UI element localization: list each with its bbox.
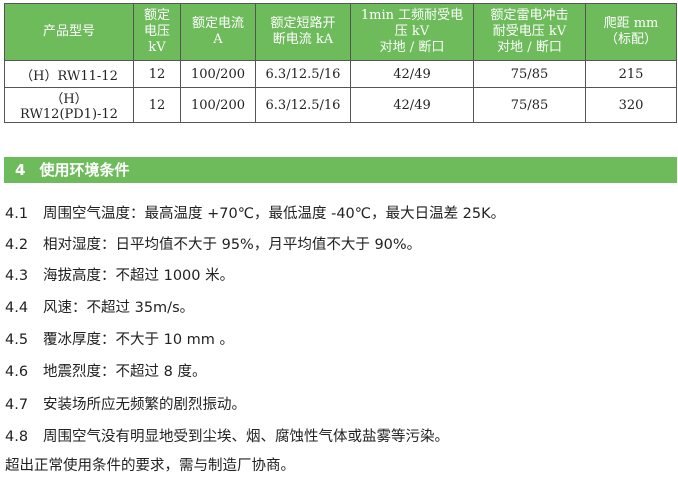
table-row: （H）RW12(PD1)-12 12 100/200 6.3/12.5/16 4… bbox=[4, 87, 677, 123]
list-item: 4.7 安装场所应无频繁的剧烈振动。 bbox=[5, 396, 246, 414]
col-header: 1min 工频耐受电 压 kV 对地 / 断口 bbox=[350, 3, 474, 61]
cell: 42/49 bbox=[350, 60, 474, 88]
item-number: 4.6 bbox=[5, 364, 29, 380]
cell: 6.3/12.5/16 bbox=[255, 60, 351, 88]
item-number: 4.1 bbox=[5, 206, 29, 222]
cell: （H）RW12(PD1)-12 bbox=[4, 87, 134, 123]
item-text: 相对湿度：日平均值不大于 95%，月平均值不大于 90%。 bbox=[43, 237, 422, 253]
cell: 12 bbox=[133, 60, 181, 88]
item-number: 4.3 bbox=[5, 268, 29, 284]
item-number: 4.5 bbox=[5, 332, 29, 348]
cell: 100/200 bbox=[180, 87, 256, 123]
section-heading: 4 使用环境条件 bbox=[4, 157, 677, 183]
spec-table: 产品型号 额定 电压 kV 额定电流 A 额定短路开 断电流 kA 1min 工… bbox=[4, 3, 677, 123]
list-item: 4.5 覆冰厚度：不大于 10 mm 。 bbox=[5, 331, 234, 349]
col-header: 爬距 mm （标配） bbox=[585, 3, 677, 61]
cell: （H）RW11-12 bbox=[4, 60, 134, 88]
cell: 12 bbox=[133, 87, 181, 123]
cell: 75/85 bbox=[473, 87, 586, 123]
list-item: 4.1 周围空气温度：最高温度 +70℃，最低温度 -40℃，最大日温差 25K。 bbox=[5, 205, 505, 223]
item-text: 安装场所应无频繁的剧烈振动。 bbox=[43, 397, 246, 413]
col-header: 额定 电压 kV bbox=[133, 3, 181, 61]
cell: 100/200 bbox=[180, 60, 256, 88]
table-row: （H）RW11-12 12 100/200 6.3/12.5/16 42/49 … bbox=[4, 60, 677, 88]
cell: 215 bbox=[585, 60, 677, 88]
item-number: 4.7 bbox=[5, 397, 29, 413]
list-item: 4.6 地震烈度：不超过 8 度。 bbox=[5, 363, 206, 381]
table-header-row: 产品型号 额定 电压 kV 额定电流 A 额定短路开 断电流 kA 1min 工… bbox=[4, 3, 677, 61]
cell: 6.3/12.5/16 bbox=[255, 87, 351, 123]
cell: 75/85 bbox=[473, 60, 586, 88]
item-text: 周围空气没有明显地受到尘埃、烟、腐蚀性气体或盐雾等污染。 bbox=[43, 429, 449, 445]
item-text: 覆冰厚度：不大于 10 mm 。 bbox=[43, 332, 235, 348]
item-text: 海拔高度：不超过 1000 米。 bbox=[43, 268, 235, 284]
item-text: 风速：不超过 35m/s。 bbox=[43, 300, 195, 316]
section-number: 4 bbox=[15, 161, 26, 179]
list-item: 4.8 周围空气没有明显地受到尘埃、烟、腐蚀性气体或盐雾等污染。 bbox=[5, 428, 449, 446]
note: 超出正常使用条件的要求，需与制造厂协商。 bbox=[5, 458, 295, 474]
list-item: 4.2 相对湿度：日平均值不大于 95%，月平均值不大于 90%。 bbox=[5, 236, 421, 254]
col-header: 额定短路开 断电流 kA bbox=[255, 3, 351, 61]
list-item: 4.4 风速：不超过 35m/s。 bbox=[5, 299, 194, 317]
cell: 320 bbox=[585, 87, 677, 123]
col-header: 产品型号 bbox=[4, 3, 134, 61]
item-number: 4.8 bbox=[5, 429, 29, 445]
item-text: 地震烈度：不超过 8 度。 bbox=[43, 364, 207, 380]
item-number: 4.2 bbox=[5, 237, 29, 253]
item-number: 4.4 bbox=[5, 300, 29, 316]
item-text: 周围空气温度：最高温度 +70℃，最低温度 -40℃，最大日温差 25K。 bbox=[43, 206, 506, 222]
col-header: 额定电流 A bbox=[180, 3, 256, 61]
cell: 42/49 bbox=[350, 87, 474, 123]
list-item: 4.3 海拔高度：不超过 1000 米。 bbox=[5, 267, 234, 285]
col-header: 额定雷电冲击 耐受电压 kV 对地 / 断口 bbox=[473, 3, 586, 61]
section-title: 使用环境条件 bbox=[39, 161, 130, 179]
